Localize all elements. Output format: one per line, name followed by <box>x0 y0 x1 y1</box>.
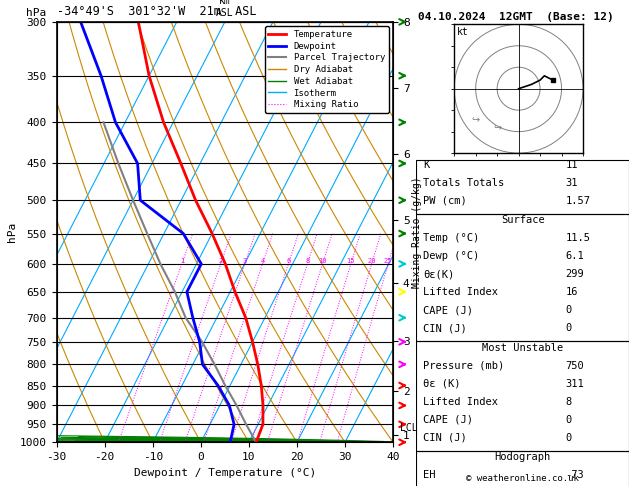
Text: EH: EH <box>423 470 435 480</box>
Text: 6.1: 6.1 <box>565 251 584 261</box>
Text: 0: 0 <box>565 433 572 443</box>
Text: Temp (°C): Temp (°C) <box>423 233 479 243</box>
Text: θε(K): θε(K) <box>423 269 454 279</box>
Text: Dewp (°C): Dewp (°C) <box>423 251 479 261</box>
Text: hPa: hPa <box>26 8 47 17</box>
Text: CIN (J): CIN (J) <box>423 433 467 443</box>
Text: 1.57: 1.57 <box>565 196 590 206</box>
Text: 0: 0 <box>565 415 572 425</box>
Text: ↪: ↪ <box>493 123 501 134</box>
Text: -73: -73 <box>565 470 584 480</box>
Text: kt: kt <box>457 27 469 37</box>
Text: 31: 31 <box>565 178 577 188</box>
Text: 750: 750 <box>565 361 584 371</box>
Text: Totals Totals: Totals Totals <box>423 178 504 188</box>
Text: 4: 4 <box>260 258 265 264</box>
Y-axis label: Mixing Ratio (g/kg): Mixing Ratio (g/kg) <box>413 176 423 288</box>
Y-axis label: hPa: hPa <box>7 222 17 242</box>
Text: © weatheronline.co.uk: © weatheronline.co.uk <box>466 474 579 483</box>
Text: 10: 10 <box>318 258 327 264</box>
Text: Surface: Surface <box>501 215 545 226</box>
Text: 8: 8 <box>565 397 572 407</box>
Text: -34°49'S  301°32'W  21m  ASL: -34°49'S 301°32'W 21m ASL <box>57 5 256 17</box>
X-axis label: Dewpoint / Temperature (°C): Dewpoint / Temperature (°C) <box>134 468 316 478</box>
Text: 299: 299 <box>565 269 584 279</box>
Text: 2: 2 <box>219 258 223 264</box>
Text: Most Unstable: Most Unstable <box>482 343 564 353</box>
Text: θε (K): θε (K) <box>423 379 460 389</box>
Text: 6: 6 <box>286 258 291 264</box>
Text: 0: 0 <box>565 323 572 333</box>
Text: 1: 1 <box>180 258 184 264</box>
Text: 25: 25 <box>384 258 392 264</box>
Text: 11.5: 11.5 <box>565 233 590 243</box>
Text: Hodograph: Hodograph <box>494 452 551 462</box>
Text: 3: 3 <box>243 258 247 264</box>
Text: km
ASL: km ASL <box>216 0 234 17</box>
Text: 11: 11 <box>565 160 577 170</box>
Text: 8: 8 <box>305 258 309 264</box>
Text: K: K <box>423 160 429 170</box>
Text: 16: 16 <box>565 287 577 297</box>
Text: PW (cm): PW (cm) <box>423 196 467 206</box>
Text: Lifted Index: Lifted Index <box>423 287 498 297</box>
Text: Pressure (mb): Pressure (mb) <box>423 361 504 371</box>
Text: 311: 311 <box>565 379 584 389</box>
Text: Lifted Index: Lifted Index <box>423 397 498 407</box>
Text: CAPE (J): CAPE (J) <box>423 415 473 425</box>
Text: 04.10.2024  12GMT  (Base: 12): 04.10.2024 12GMT (Base: 12) <box>418 12 614 22</box>
Text: CAPE (J): CAPE (J) <box>423 305 473 315</box>
Text: LCL: LCL <box>400 423 418 433</box>
Legend: Temperature, Dewpoint, Parcel Trajectory, Dry Adiabat, Wet Adiabat, Isotherm, Mi: Temperature, Dewpoint, Parcel Trajectory… <box>265 26 389 113</box>
Text: ↪: ↪ <box>472 115 480 125</box>
Text: 15: 15 <box>347 258 355 264</box>
Text: CIN (J): CIN (J) <box>423 323 467 333</box>
Text: 0: 0 <box>565 305 572 315</box>
Text: 20: 20 <box>367 258 376 264</box>
